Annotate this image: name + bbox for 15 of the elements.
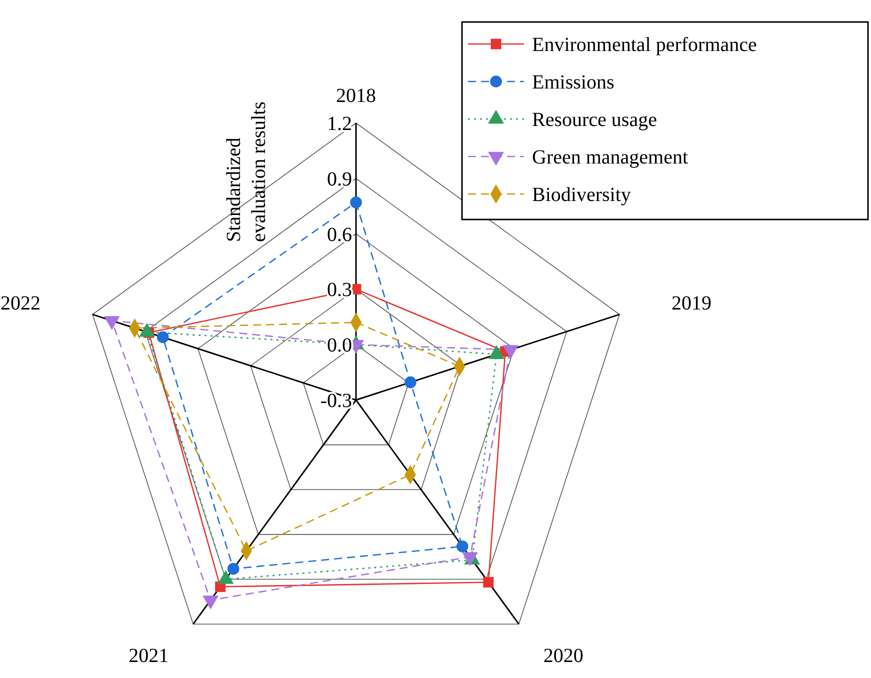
spoke-label: 2020 (543, 644, 584, 667)
legend-label: Green management (532, 146, 688, 168)
y-tick-label: 0.9 (327, 168, 352, 190)
spoke-label: 2019 (672, 292, 712, 315)
spoke-label: 2022 (0, 292, 40, 315)
legend-label: Biodiversity (532, 184, 631, 206)
y-tick-label: 1.2 (327, 113, 352, 135)
y-tick-label: -0.3 (320, 390, 352, 412)
y-tick-label: 0.6 (327, 224, 352, 246)
legend-label: Resource usage (532, 109, 658, 131)
spoke-label: 2018 (336, 85, 376, 107)
text: Standardized evaluation results (223, 101, 270, 242)
spoke-label: 2021 (128, 644, 169, 667)
legend-label: Environmental performance (532, 34, 758, 56)
legend-label: Emissions (532, 72, 614, 94)
